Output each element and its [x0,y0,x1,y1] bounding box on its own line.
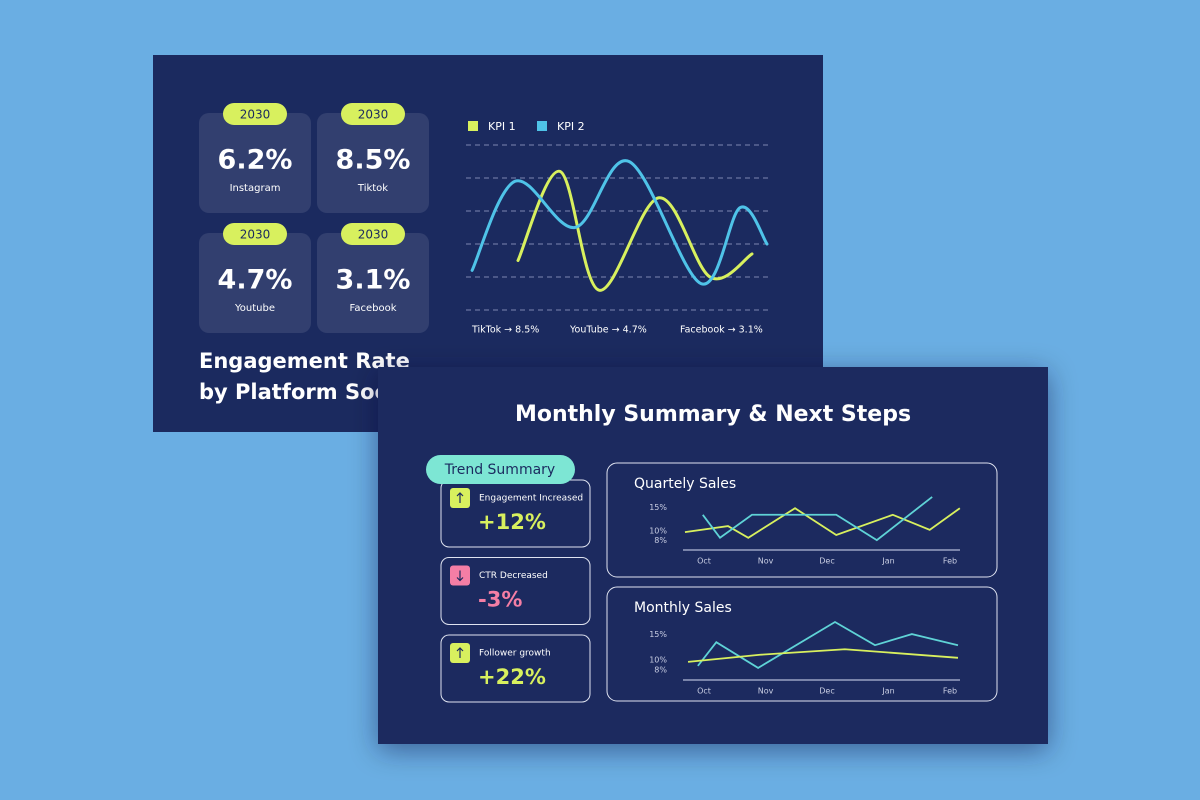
slide-bg [378,367,1048,744]
legend-label: KPI 1 [488,120,516,133]
footnote: TikTok → 8.5% [471,325,539,336]
chart-title: Monthly Sales [634,600,732,616]
kpi-line [470,159,769,286]
slide-title: Monthly Summary & Next Steps [515,402,911,427]
y-tick-label: 10% [649,655,667,664]
slide-1: Engagement Rate by Platform Social 20306… [153,55,823,432]
legend-swatch [468,121,478,131]
x-tick-label: Oct [697,557,711,566]
legend-label: KPI 2 [557,120,585,133]
stat-card [199,233,311,333]
item-card [440,634,591,703]
stat-card [317,233,429,333]
x-tick-label: Feb [943,557,957,566]
year-pill [223,223,287,245]
legend-swatch [537,121,547,131]
stat-card [317,113,429,213]
stat-label: Tiktok [357,183,388,194]
item-card [440,557,591,625]
chart-title: Quartely Sales [634,476,736,492]
item-arrow [456,570,464,582]
footnote: Facebook → 3.1% [680,325,763,336]
stat-label: Facebook [350,303,397,314]
stat-label: Instagram [230,183,281,194]
year-pill [341,103,405,125]
year: 2030 [358,108,389,122]
badge-label: Trend Summary [444,462,555,478]
item-label: Engagement Increased [479,494,583,504]
item-label: CTR Decreased [479,571,548,581]
y-tick-label: 15% [649,503,667,512]
sales-line [684,507,961,539]
x-tick-label: Oct [697,687,711,696]
slide-2: Monthly Summary & Next Steps Engagement … [378,367,1048,744]
sales-line [687,648,959,663]
x-tick-label: Jan [881,687,894,696]
item-value: +22% [478,665,546,689]
y-tick-label: 8% [654,665,667,674]
chart-card [606,462,998,578]
item-label: Follower growth [479,649,551,659]
year-pill [223,103,287,125]
stat-card [199,113,311,213]
item-value: -3% [478,588,522,612]
item-arrow [456,647,464,658]
sales-line [702,496,933,542]
badge [426,455,575,484]
x-tick-label: Nov [758,687,774,696]
item-arrow [456,492,464,503]
x-tick-label: Jan [881,557,894,566]
footnote: YouTube → 4.7% [569,325,647,336]
y-tick-label: 8% [654,536,667,545]
chart-card [606,586,998,702]
x-tick-label: Dec [819,687,834,696]
stat-value: 3.1% [336,265,411,296]
kpi-line [516,169,754,292]
y-tick-label: 15% [649,630,667,639]
slide-title: Engagement Rate [199,349,410,373]
x-tick-label: Feb [943,687,957,696]
stat-value: 6.2% [218,145,293,176]
year: 2030 [358,228,389,242]
x-tick-label: Dec [819,557,834,566]
stat-label: Youtube [234,303,275,314]
item-value: +12% [478,510,546,534]
year: 2030 [240,108,271,122]
year: 2030 [240,228,271,242]
sales-line [697,620,959,669]
stat-value: 8.5% [336,145,411,176]
x-tick-label: Nov [758,557,774,566]
y-tick-label: 10% [649,527,667,536]
year-pill [341,223,405,245]
stat-value: 4.7% [218,265,293,296]
